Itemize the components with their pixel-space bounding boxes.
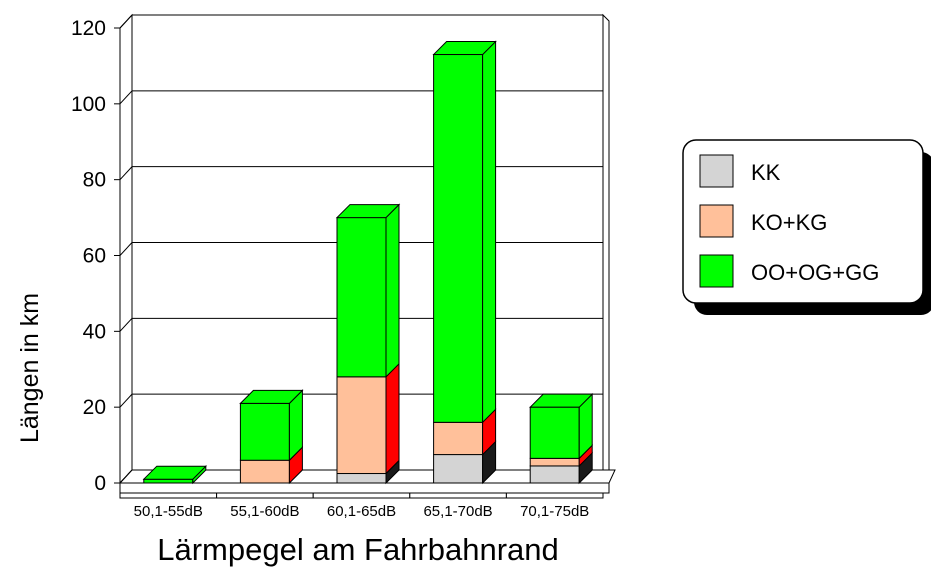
bar-stack [239,389,304,485]
bars [142,40,594,485]
legend-label: KO+KG [751,210,827,235]
x-tick-label: 50,1-55dB [134,503,203,520]
category-divider [505,492,604,499]
bar-segment [529,465,580,484]
x-tick-label: 70,1-75dB [520,503,589,520]
y-tick-label: 20 [83,396,106,419]
category-divider [216,492,314,499]
x-tick-label: 65,1-70dB [423,503,492,520]
y-tick-label: 100 [71,93,106,116]
bar-top [528,393,594,408]
bar-stack [432,40,497,485]
floor-front [119,482,610,494]
y-tick-label: 40 [83,320,106,343]
y-tick-label: 0 [94,472,106,495]
category-divider [312,492,411,499]
right-wall [602,13,610,478]
y-axis-label: Längen in km [16,293,44,443]
x-axis-label: Lärmpegel am Fahrbahnrand [157,532,559,567]
bar-segment [433,421,484,456]
category-divider [409,492,507,499]
bar-side [385,203,400,379]
bar-top [432,41,497,56]
bar-top [239,389,304,404]
legend-items: KK KO+KG OO+OG+GG [699,154,879,288]
x-tick-label: 55,1-60dB [230,503,299,520]
bar-stack [142,465,208,485]
legend-label: KK [751,160,781,185]
gridline [119,14,603,29]
legend-swatch [699,254,734,288]
bar-segment [143,478,194,484]
y-tick-label: 60 [83,245,106,268]
bar-segment [433,54,484,423]
legend-swatch [699,204,734,238]
legend-label: OO+OG+GG [751,260,879,285]
bar-segment [239,402,290,461]
x-tick-labels: 50,1-55dB 55,1-60dB 60,1-65dB 65,1-70dB 70,1… [119,492,604,520]
y-tick-label: 120 [71,17,106,40]
bar-segment [336,473,387,484]
legend-box [682,139,924,304]
category-divider [119,492,218,499]
bar-stack [335,203,401,485]
bar-top [142,465,208,480]
bar-segment [529,406,580,459]
bar-side [385,362,400,475]
bar-segment [336,376,387,475]
x-tick-label: 60,1-65dB [327,503,396,520]
y-tick-label: 80 [83,169,106,192]
y-tick-labels: 0 20 40 60 80 100 120 [71,17,106,495]
bar-segment [239,459,290,484]
bar-segment [529,457,580,467]
bar-side [482,40,497,424]
legend-swatch [699,154,734,188]
bar-stack [528,392,594,485]
bar-segment [433,454,484,484]
bar-top [335,204,401,219]
legend: KK KO+KG OO+OG+GG [682,139,931,315]
bar-segment [336,217,387,378]
